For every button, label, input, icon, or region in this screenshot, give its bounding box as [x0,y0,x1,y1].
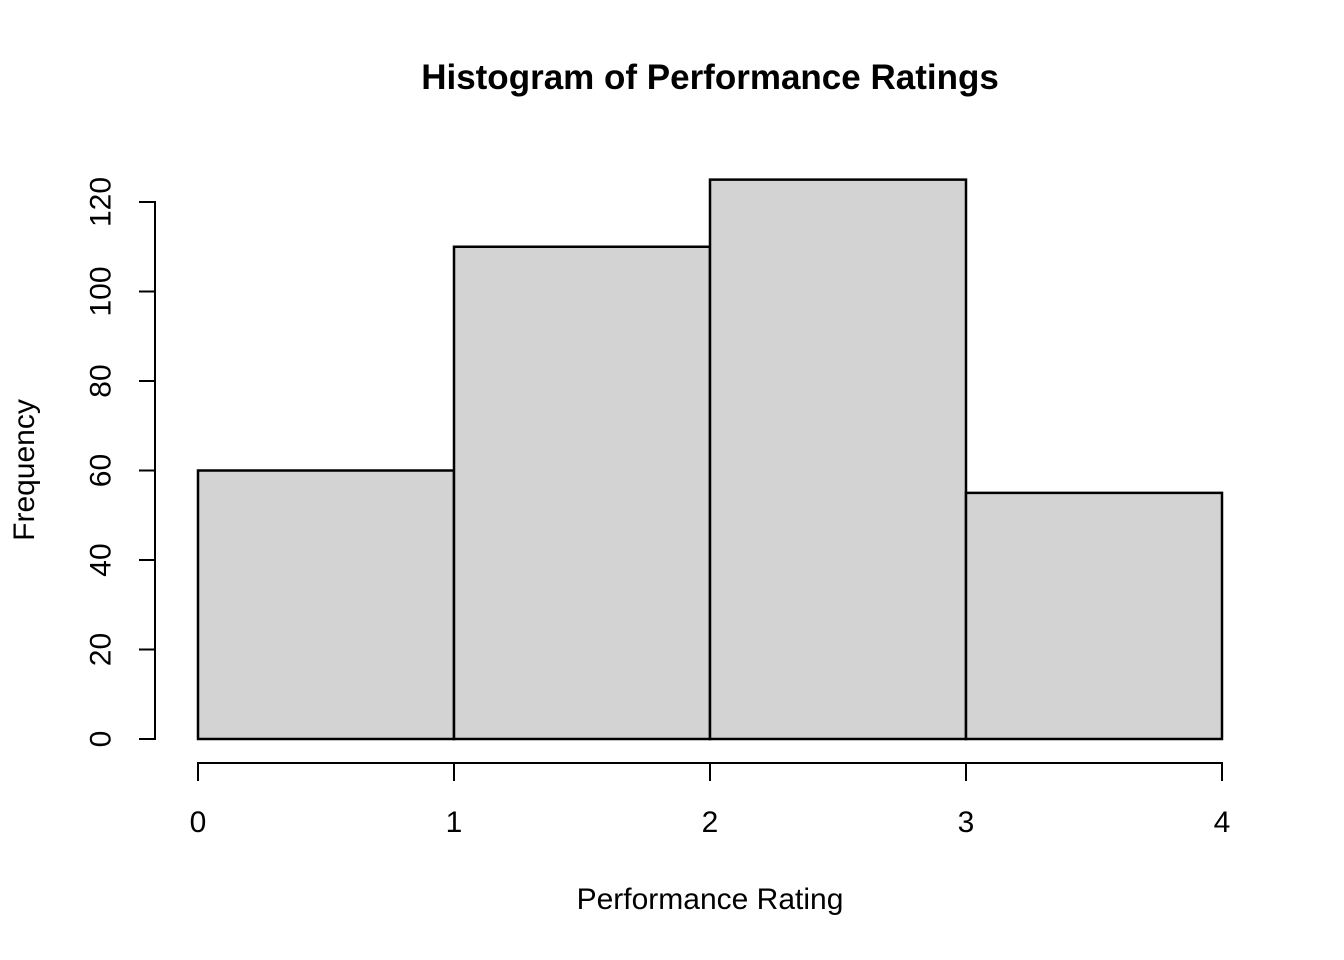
y-tick-label: 20 [85,633,118,666]
histogram-bar [964,491,1224,741]
y-tick-label: 40 [85,543,118,576]
histogram-bar [196,469,456,741]
x-tick-label: 2 [702,806,719,839]
y-tick-label: 80 [85,364,118,397]
y-tick-label: 100 [85,266,118,316]
histogram-bar [708,178,968,741]
histogram-bar [452,245,712,741]
x-tick-label: 1 [446,806,463,839]
y-tick-label: 60 [85,454,118,487]
x-tick-label: 0 [190,806,207,839]
x-tick-label: 4 [1214,806,1231,839]
chart-title: Histogram of Performance Ratings [421,58,999,97]
y-tick-label: 120 [85,177,118,227]
y-tick-label: 0 [85,731,118,748]
x-tick-label: 3 [958,806,975,839]
x-axis-label: Performance Rating [576,883,844,916]
